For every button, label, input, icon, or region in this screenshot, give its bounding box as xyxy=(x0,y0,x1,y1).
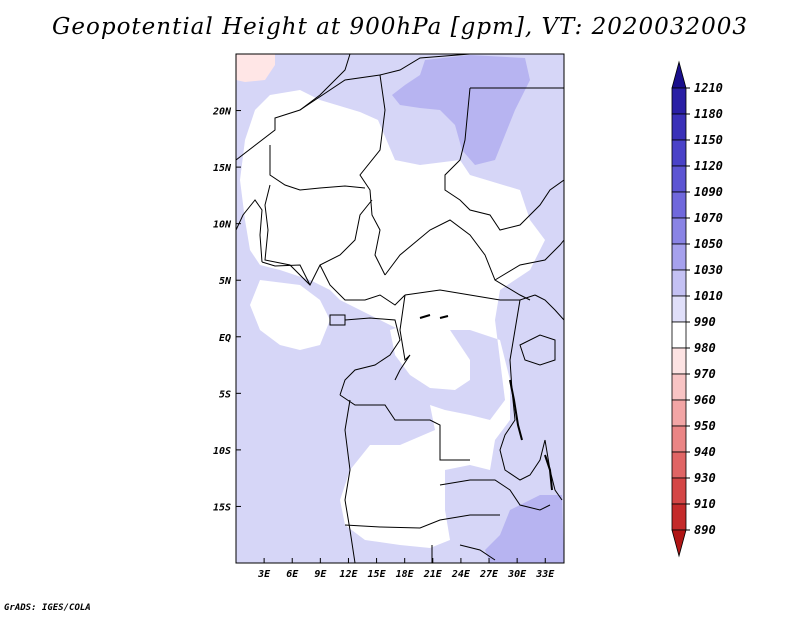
colorbar-label-14: 940 xyxy=(694,445,716,459)
x-axis: 3E 6E 9E 12E 15E 18E 21E 24E 27E 30E 33E xyxy=(257,558,555,580)
x-tick-label-3: 12E xyxy=(339,569,358,580)
colorbar-label-3: 1120 xyxy=(694,159,723,173)
colorbar-label-12: 960 xyxy=(694,393,716,407)
colorbar-label-10: 980 xyxy=(694,341,716,355)
border-tanzania xyxy=(544,439,563,501)
border-chad xyxy=(359,74,386,276)
colorbar-swatch-9 xyxy=(671,295,687,323)
colorbar-swatch-17 xyxy=(671,503,687,531)
colorbar-swatch-10 xyxy=(671,321,687,349)
border-angola-coast xyxy=(344,399,356,563)
y-axis: 20N 15N 10N 5N EQ 5S 10S 15S xyxy=(212,107,241,513)
colorbar-label-15: 930 xyxy=(694,471,716,485)
border-gabon xyxy=(329,314,346,326)
colorbar-label-17: 890 xyxy=(694,523,716,537)
x-tick-label-7: 24E xyxy=(451,569,471,580)
colorbar-label-5: 1070 xyxy=(694,211,723,225)
colorbar-label-7: 1030 xyxy=(694,263,723,277)
colorbar-label-16: 910 xyxy=(694,497,716,511)
colorbar-label-11: 970 xyxy=(694,367,716,381)
colorbar-swatch-15 xyxy=(671,451,687,479)
colorbar-swatch-8 xyxy=(671,269,687,297)
colorbar-swatch-5 xyxy=(671,191,687,219)
border-angola-north xyxy=(339,394,470,461)
colorbar-swatch-18 xyxy=(671,529,687,558)
field-region-low-west xyxy=(250,280,330,350)
field-region-high-southeast xyxy=(485,495,564,563)
border-lake-victoria xyxy=(519,334,556,366)
colorbar-label-13: 950 xyxy=(694,419,716,433)
y-tick-label-1: 15N xyxy=(213,163,232,174)
y-tick-label-6: 10S xyxy=(213,446,231,457)
border-congo xyxy=(339,317,401,396)
grads-credit: GrADS: IGES/COLA xyxy=(4,603,91,613)
x-tick-label-1: 6E xyxy=(286,569,299,580)
y-tick-label-5: 5S xyxy=(219,389,231,400)
x-tick-label-5: 18E xyxy=(396,569,415,580)
colorbar-label-8: 1010 xyxy=(694,289,723,303)
x-tick-label-8: 27E xyxy=(479,569,499,580)
colorbar: 1210 1180 1150 1120 1090 1070 1050 1030 1010 990 9… xyxy=(671,60,723,558)
y-tick-label-2: 10N xyxy=(213,220,232,231)
field-region-low-central xyxy=(390,320,470,390)
border-drc-east xyxy=(499,299,546,481)
colorbar-swatch-2 xyxy=(671,113,687,141)
border-libya xyxy=(379,54,471,76)
y-tick-label-4: EQ xyxy=(219,333,231,344)
lakes xyxy=(419,314,553,491)
border-namibia xyxy=(344,514,500,529)
border-niger xyxy=(299,74,381,111)
colorbar-label-9: 990 xyxy=(694,315,716,329)
x-tick-label-2: 9E xyxy=(314,569,327,580)
x-tick-label-10: 33E xyxy=(535,569,555,580)
field-region-low xyxy=(240,90,545,548)
colorbar-swatch-4 xyxy=(671,165,687,193)
border-drc-north xyxy=(404,289,536,301)
colorbar-swatch-3 xyxy=(671,139,687,167)
border-sudan-east xyxy=(444,87,564,231)
colorbar-label-2: 1150 xyxy=(694,133,723,147)
field-shading xyxy=(236,54,564,563)
colorbar-label-1: 1180 xyxy=(694,107,723,121)
colorbar-swatch-16 xyxy=(671,477,687,505)
y-tick-label-0: 20N xyxy=(212,107,232,118)
colorbar-swatch-7 xyxy=(671,243,687,271)
border-zambia xyxy=(439,479,551,511)
field-region-pink xyxy=(236,54,275,82)
border-drc-west xyxy=(394,294,411,381)
y-tick-label-3: 5N xyxy=(219,276,232,287)
colorbar-swatch-14 xyxy=(671,425,687,453)
map-frame xyxy=(235,53,565,564)
border-south-sudan xyxy=(494,239,564,281)
colorbar-swatch-11 xyxy=(671,347,687,375)
lake-tanganyika xyxy=(509,379,523,441)
border-coast-gulf xyxy=(261,261,311,286)
colorbar-swatch-6 xyxy=(671,217,687,245)
border-cameroon xyxy=(319,264,406,306)
chart-title: Geopotential Height at 900hPa [gpm], VT:… xyxy=(52,14,748,40)
colorbar-label-0: 1210 xyxy=(694,81,723,95)
x-tick-label-9: 30E xyxy=(507,569,527,580)
x-tick-label-6: 21E xyxy=(423,569,443,580)
lake-kivu xyxy=(419,314,449,319)
border-mali xyxy=(269,145,366,191)
field-region-high-north xyxy=(392,55,530,165)
x-tick-label-4: 15E xyxy=(368,569,387,580)
border-moz xyxy=(459,544,496,561)
y-tick-label-7: 15S xyxy=(213,502,231,513)
colorbar-swatch-12 xyxy=(671,373,687,401)
colorbar-label-4: 1090 xyxy=(694,185,723,199)
border-car xyxy=(384,219,531,301)
colorbar-label-6: 1050 xyxy=(694,237,723,251)
colorbar-swatch-1 xyxy=(671,87,687,115)
colorbar-swatch-13 xyxy=(671,399,687,427)
border-kenya xyxy=(534,294,564,321)
lake-malawi xyxy=(544,454,553,491)
border-westcoast xyxy=(236,199,263,263)
colorbar-swatch-0 xyxy=(671,60,687,89)
x-tick-label-0: 3E xyxy=(257,569,271,580)
map-borders xyxy=(236,54,564,563)
